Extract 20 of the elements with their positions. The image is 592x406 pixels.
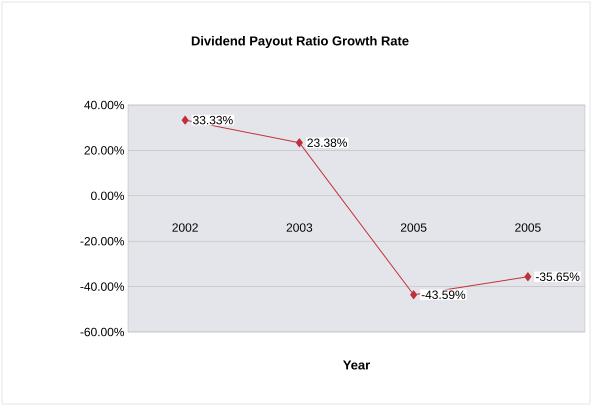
x-tick-label: 2003 xyxy=(286,223,312,232)
point xyxy=(182,116,189,125)
y-tick-label: 20.00% xyxy=(84,146,124,155)
x-tick-label: 2002 xyxy=(172,223,198,232)
y-tick-label: 40.00% xyxy=(84,100,124,110)
y-tick-label: -20.00% xyxy=(80,236,124,246)
point xyxy=(296,138,303,148)
data-label: -35.65% xyxy=(536,272,580,281)
point xyxy=(524,272,532,282)
x-axis-title: Year xyxy=(343,360,370,370)
data-label: 23.38% xyxy=(307,138,347,147)
y-tick-label: -60.00% xyxy=(80,328,124,336)
x-tick-label: 2005 xyxy=(515,223,541,232)
point xyxy=(410,290,418,300)
y-tick-label: 0.00% xyxy=(91,192,124,200)
y-tick-label: -40.00% xyxy=(80,282,124,291)
data-label: 33.33% xyxy=(193,116,233,124)
chart-title: Dividend Payout Ratio Growth Rate xyxy=(192,36,409,48)
x-tick-label: 2005 xyxy=(400,223,426,232)
data-label: -43.59% xyxy=(422,290,466,299)
